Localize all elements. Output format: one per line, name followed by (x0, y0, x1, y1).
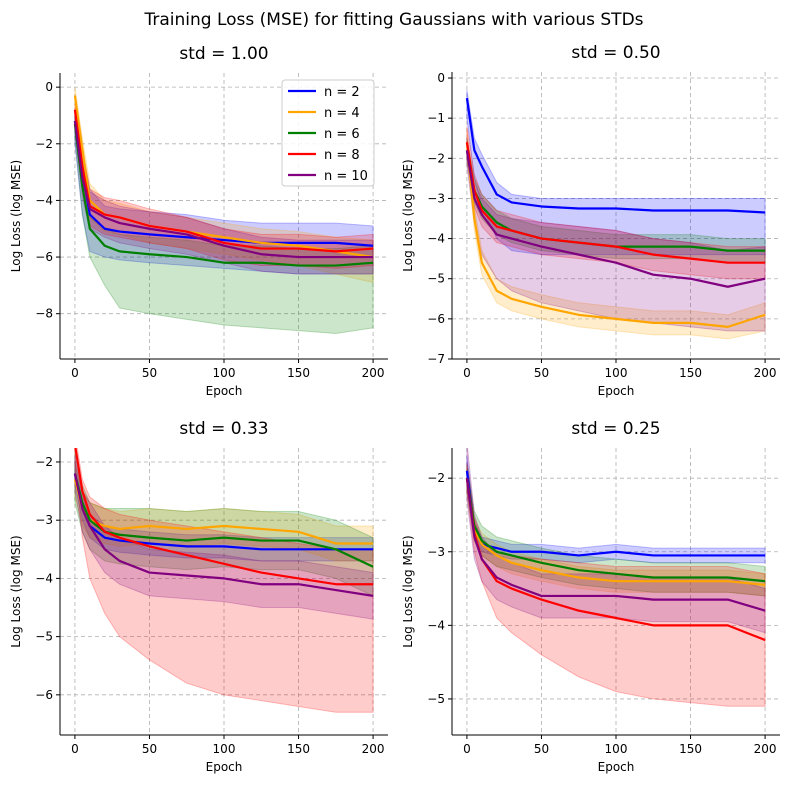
y-tick-label: −2 (427, 471, 445, 485)
band-n4 (74, 461, 374, 562)
y-tick-label: −3 (427, 545, 445, 559)
x-tick-label: 200 (362, 742, 385, 756)
subplot-2: 0 50 100 150 200 0 −1 −2 −3 −4 −5 −6 −7 std = 0.50 Epo… (401, 43, 780, 398)
plot-area (465, 448, 766, 707)
x-tick-label: 150 (679, 366, 702, 380)
plot-area (465, 89, 766, 340)
y-axis-label: Log Loss (log MSE) (401, 159, 415, 271)
line-n6 (73, 473, 374, 568)
x-tick-label: 150 (679, 742, 702, 756)
y-tick-label: −4 (35, 571, 53, 585)
y-axis-label: Log Loss (log MSE) (401, 535, 415, 647)
band-n2 (466, 89, 766, 256)
line-n6 (73, 123, 374, 267)
band-n8 (74, 104, 374, 269)
y-tick-label: 0 (45, 80, 53, 94)
subplot-1: 0 50 100 150 200 0 −2 −4 −6 −8 std = 1.00 Epoch Log … (9, 44, 388, 398)
y-tick-label: −2 (427, 151, 445, 165)
y-tick-label: −5 (35, 630, 53, 644)
legend-label: n = 6 (324, 127, 360, 142)
x-tick-label: 100 (605, 742, 628, 756)
x-tick-label: 50 (142, 366, 157, 380)
subplot-title: std = 0.33 (179, 419, 268, 439)
y-tick-label: −1 (427, 111, 445, 125)
line-n8 (465, 142, 766, 264)
x-tick-label: 0 (71, 366, 79, 380)
y-tick-label: −8 (35, 307, 53, 321)
band-n6 (74, 115, 374, 335)
y-tick-label: −5 (427, 692, 445, 706)
x-axis-label: Epoch (206, 760, 243, 774)
legend-label: n = 4 (324, 106, 360, 121)
x-tick-label: 200 (362, 366, 385, 380)
subplot-3: 0 50 100 150 200 −2 −3 −4 −5 −6 std = 0.33 Epoch Log… (9, 419, 388, 774)
y-tick-label: −2 (35, 455, 53, 469)
y-tick-label: −3 (35, 513, 53, 527)
y-tick-label: −4 (427, 618, 445, 632)
line-n6 (465, 478, 766, 583)
suptitle: Training Loss (MSE) for fitting Gaussian… (143, 10, 643, 30)
y-tick-label: −4 (35, 193, 53, 207)
x-tick-label: 0 (71, 742, 79, 756)
band-n10 (466, 138, 766, 332)
y-tick-label: −3 (427, 191, 445, 205)
line-n2 (465, 97, 766, 214)
line-n10 (465, 478, 766, 612)
legend-label: n = 8 (324, 148, 360, 163)
line-n4 (465, 478, 766, 586)
band-n8 (74, 448, 374, 713)
x-axis-label: Epoch (598, 760, 635, 774)
x-tick-label: 50 (534, 742, 549, 756)
x-tick-label: 0 (463, 742, 471, 756)
subplot-title: std = 0.50 (571, 43, 660, 63)
x-tick-label: 50 (142, 742, 157, 756)
x-axis-label: Epoch (206, 384, 243, 398)
y-tick-label: −6 (35, 250, 53, 264)
band-n4 (466, 130, 766, 340)
legend-box (281, 79, 375, 187)
x-tick-label: 100 (213, 742, 236, 756)
legend-label: n = 10 (324, 169, 368, 184)
y-tick-label: −5 (427, 272, 445, 286)
line-n4 (465, 142, 766, 328)
x-tick-label: 200 (754, 742, 777, 756)
line-n8 (74, 448, 374, 586)
subplot-title: std = 1.00 (179, 44, 268, 64)
x-tick-label: 150 (287, 742, 310, 756)
plot-area (73, 448, 374, 713)
y-tick-label: −6 (427, 312, 445, 326)
subplot-4: 0 50 100 150 200 −2 −3 −4 −5 std = 0.25 Epoch Log L… (401, 419, 780, 774)
y-tick-label: −2 (35, 137, 53, 151)
line-n10 (73, 120, 374, 259)
legend: n = 2 n = 4 n = 6 n = 8 n = 10 (281, 79, 375, 187)
x-tick-label: 150 (287, 366, 310, 380)
y-tick-label: −6 (35, 688, 53, 702)
y-tick-label: −4 (427, 232, 445, 246)
subplot-title: std = 0.25 (571, 419, 660, 439)
x-tick-label: 200 (754, 366, 777, 380)
x-tick-label: 0 (463, 366, 471, 380)
y-axis-label: Log Loss (log MSE) (9, 160, 23, 272)
line-n10 (73, 473, 374, 597)
x-tick-label: 50 (534, 366, 549, 380)
x-tick-label: 100 (605, 366, 628, 380)
plot-area (73, 87, 374, 335)
y-tick-label: 0 (437, 71, 445, 85)
x-tick-label: 100 (213, 366, 236, 380)
legend-label: n = 2 (324, 85, 360, 100)
y-tick-label: −7 (427, 352, 445, 366)
line-n10 (465, 150, 766, 288)
y-axis-label: Log Loss (log MSE) (9, 535, 23, 647)
x-axis-label: Epoch (598, 384, 635, 398)
band-n2 (74, 109, 374, 275)
